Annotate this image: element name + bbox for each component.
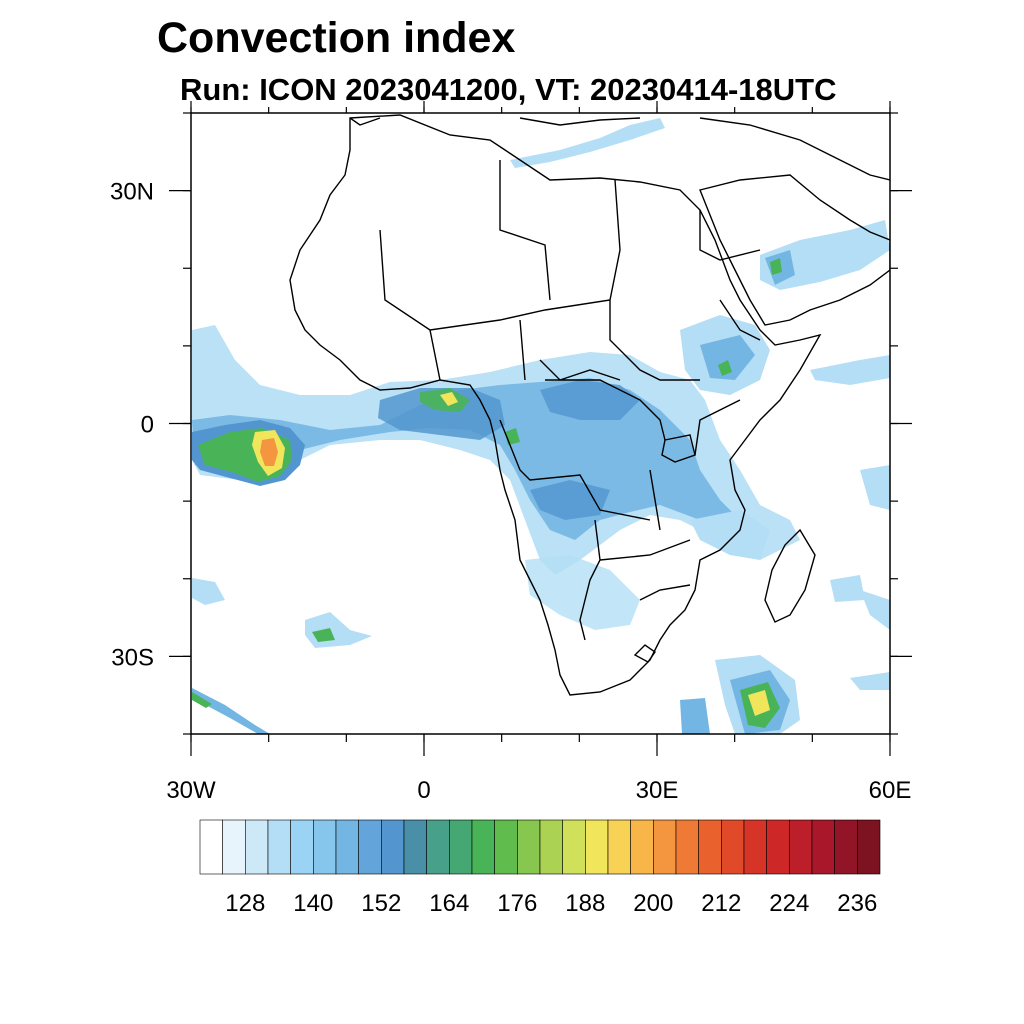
colorbar-swatch [834, 819, 858, 875]
country-borders [379, 160, 761, 641]
colorbar-tick-label: 128 [225, 890, 265, 917]
south-atlantic-green [192, 692, 212, 708]
colorbar-tick-label: 236 [837, 890, 877, 917]
south-atlantic-streak [192, 688, 270, 734]
colorbar-swatch [494, 819, 518, 875]
south-indian-cell-far-east [850, 672, 890, 690]
southern-africa-light [525, 555, 640, 630]
x-tick-label: 30E [636, 777, 679, 804]
arabia-green [770, 258, 782, 275]
colorbar-tick-label: 188 [565, 890, 605, 917]
mozambique-channel [690, 510, 770, 560]
colorbar-swatch [245, 819, 269, 875]
st-helena-west [192, 578, 225, 605]
lake-tanganyika [649, 469, 661, 531]
atlantic-core-orange [260, 438, 278, 466]
indian-ocean-east [860, 465, 890, 510]
colorbar-swatch [585, 819, 609, 875]
colorbar-swatch [358, 819, 382, 875]
colorbar [199, 819, 881, 875]
colorbar-swatch [313, 819, 337, 875]
colorbar-swatch [857, 819, 881, 875]
ethiopia-green [718, 360, 732, 376]
indian-ocean-band [810, 355, 890, 385]
axis-labels: 30W 0 30E 60E 30N 0 30S [110, 179, 911, 804]
atlantic-island-cell-green [312, 628, 335, 642]
chart-title: Convection index [157, 14, 516, 62]
med-streak [510, 118, 665, 168]
map-plot-area [191, 113, 890, 734]
x-tick-label: 60E [869, 777, 912, 804]
colorbar-swatch [222, 819, 246, 875]
arabian-peninsula-coast [699, 174, 890, 326]
y-tick-label: 30S [111, 644, 154, 671]
colorbar-swatch [630, 819, 654, 875]
colorbar-swatch [290, 819, 314, 875]
colorbar-swatch [675, 819, 699, 875]
colorbar-swatch [789, 819, 813, 875]
lake-victoria [661, 434, 696, 463]
lesotho-border [633, 644, 656, 663]
colorbar-swatch [335, 819, 359, 875]
south-indian-cell-west [680, 698, 710, 734]
mediterranean-north-coast [349, 117, 890, 181]
colorbar-swatch [721, 819, 745, 875]
colorbar-swatch [607, 819, 631, 875]
colorbar-labels: 128 140 152 164 176 188 200 212 224 236 [225, 890, 877, 917]
colorbar-tick-label: 212 [701, 890, 741, 917]
coastlines-and-borders [289, 114, 890, 696]
colorbar-swatch [426, 819, 450, 875]
chart-subtitle: Run: ICON 2023041200, VT: 20230414-18UTC [180, 72, 837, 107]
indian-ocean-se [860, 590, 890, 630]
ethiopia-mid [700, 335, 755, 380]
madagascar-east [830, 575, 865, 602]
colorbar-tick-label: 200 [633, 890, 673, 917]
x-tick-label: 30W [166, 777, 216, 804]
colorbar-swatch [653, 819, 677, 875]
colorbar-swatch [403, 819, 427, 875]
colorbar-swatch [698, 819, 722, 875]
colorbar-tick-label: 224 [769, 890, 809, 917]
colorbar-swatch [766, 819, 790, 875]
colorbar-swatch [199, 819, 223, 875]
guinea-yellow [440, 392, 458, 406]
colorbar-swatch [811, 819, 835, 875]
colorbar-swatch [743, 819, 767, 875]
colorbar-swatch [562, 819, 586, 875]
y-tick-label: 0 [141, 412, 154, 439]
colorbar-tick-label: 164 [429, 890, 469, 917]
colorbar-swatch [267, 819, 291, 875]
axis-ticks [169, 101, 912, 756]
south-congo-deep [530, 480, 610, 520]
south-indian-cell-yellow [748, 690, 770, 716]
colorbar-swatch [539, 819, 563, 875]
colorbar-tick-label: 176 [497, 890, 537, 917]
x-tick-label: 0 [417, 777, 430, 804]
colorbar-tick-label: 152 [361, 890, 401, 917]
colorbar-swatch [471, 819, 495, 875]
y-tick-label: 30N [110, 179, 154, 206]
colorbar-swatch [517, 819, 541, 875]
madagascar-coast [764, 528, 816, 623]
colorbar-swatch [449, 819, 473, 875]
colorbar-tick-label: 140 [293, 890, 333, 917]
congo-deep [540, 380, 640, 420]
gulf-guinea-deep [378, 388, 505, 440]
colorbar-swatch [381, 819, 405, 875]
